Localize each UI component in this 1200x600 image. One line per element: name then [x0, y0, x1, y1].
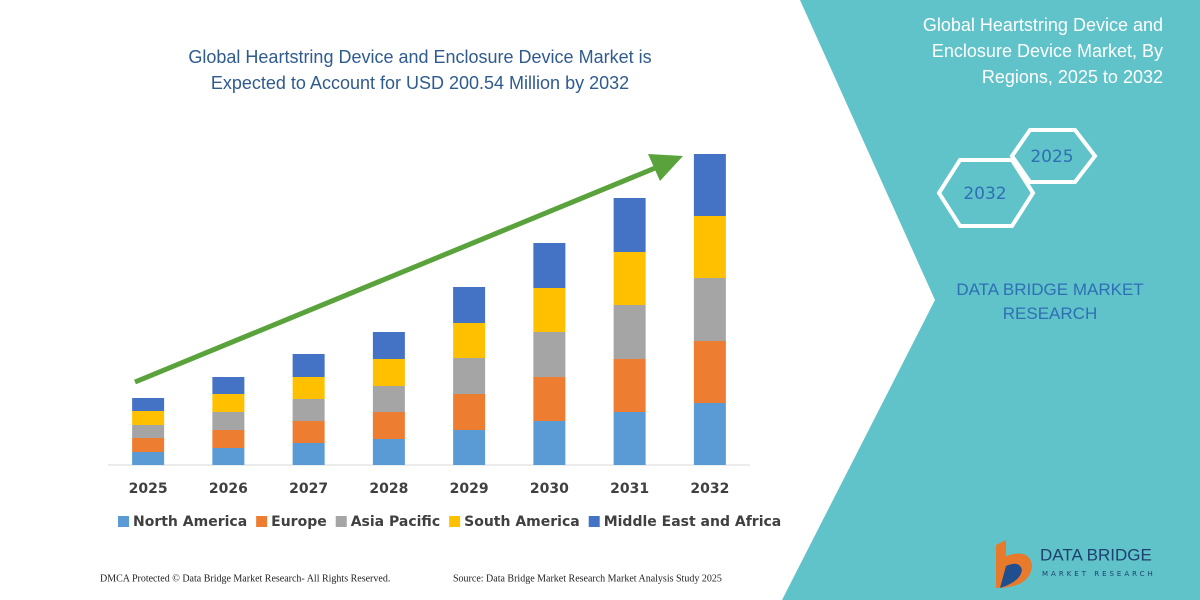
bar-segment — [372, 386, 405, 412]
trend-arrowhead — [648, 154, 683, 181]
bar-segment — [453, 358, 486, 394]
x-tick-label: 2032 — [690, 481, 729, 497]
bar-segment — [693, 278, 726, 341]
hex-label: 2025 — [1030, 147, 1073, 167]
trend-arrow — [134, 163, 661, 385]
bar-segment — [693, 154, 726, 216]
x-tick-label: 2031 — [610, 481, 649, 497]
bar-segment — [453, 394, 486, 430]
bar-segment — [292, 399, 325, 421]
legend-swatch — [256, 516, 268, 527]
bar-segment — [533, 377, 566, 421]
x-tick-label: 2027 — [289, 481, 328, 497]
x-tick-label: 2030 — [530, 481, 569, 497]
logo-tagline: MARKET RESEARCH — [1042, 570, 1156, 578]
bar-segment — [212, 394, 245, 412]
bar-segment — [212, 448, 245, 465]
bar-segment — [693, 341, 726, 403]
legend-label: Asia Pacific — [351, 514, 440, 530]
bar-segment — [693, 216, 726, 278]
bar-segment — [212, 430, 245, 448]
bar-segment — [132, 411, 165, 425]
bar-segment — [693, 403, 726, 465]
bar-segment — [533, 332, 566, 377]
bar-segment — [292, 354, 325, 377]
panel-title: Global Heartstring Device and Enclosure … — [922, 15, 1163, 87]
bar-segment — [292, 443, 325, 465]
bar-segment — [533, 421, 566, 465]
bar-segment — [132, 438, 165, 452]
bar-segment — [613, 412, 646, 465]
x-tick-label: 2029 — [450, 481, 489, 497]
legend-swatch — [449, 516, 461, 527]
bar-segment — [372, 359, 405, 386]
bar-segment — [292, 421, 325, 443]
hex-label: 2032 — [963, 184, 1006, 204]
bar-segment — [453, 323, 486, 358]
hexagon — [1009, 128, 1098, 184]
legend-label: North America — [133, 514, 247, 530]
side-panel — [782, 0, 1200, 600]
bar-segment — [132, 425, 165, 438]
bar-segment — [613, 198, 646, 252]
legend-label: Europe — [271, 514, 327, 530]
bar-segment — [212, 377, 245, 394]
bar-segment — [372, 439, 405, 465]
bar-segment — [372, 332, 405, 359]
x-tick-label: 2028 — [369, 481, 408, 497]
brand: DATA BRIDGE MARKET RESEARCH — [956, 280, 1144, 323]
bar-segment — [533, 288, 566, 332]
bar-segment — [613, 252, 646, 305]
bar-segment — [132, 452, 165, 465]
bar-segment — [453, 287, 486, 323]
bar-segment — [132, 398, 165, 411]
bar-segment — [292, 377, 325, 399]
bar-segment — [613, 359, 646, 412]
hexagon — [936, 158, 1036, 228]
legend-label: South America — [464, 514, 580, 530]
footer-left: DMCA Protected © Data Bridge Market Rese… — [100, 573, 390, 584]
legend-swatch — [588, 516, 600, 527]
x-tick-label: 2026 — [209, 481, 248, 497]
x-tick-label: 2025 — [129, 481, 168, 497]
chart-title: Global Heartstring Device and Enclosure … — [188, 47, 652, 93]
bar-segment — [453, 430, 486, 465]
footer-right: Source: Data Bridge Market Research Mark… — [453, 573, 722, 584]
legend-swatch — [335, 516, 347, 527]
bar-segment — [533, 243, 566, 288]
legend-swatch — [118, 516, 129, 527]
bar-segment — [212, 412, 245, 430]
logo: DATA BRIDGE MARKET RESEARCH — [996, 540, 1156, 588]
logo-name: DATA BRIDGE — [1040, 545, 1152, 564]
bar-segment — [372, 412, 405, 439]
bar-segment — [613, 305, 646, 359]
legend-label: Middle East and Africa — [604, 514, 782, 530]
